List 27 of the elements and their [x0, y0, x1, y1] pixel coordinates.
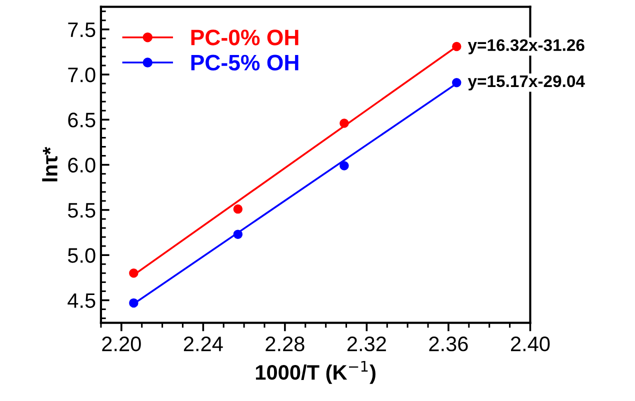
legend-label: PC-0% OH [191, 30, 298, 46]
y-tick-label: 5.0 [68, 248, 96, 263]
x-tick-label: 2.28 [266, 336, 304, 352]
y-tick-label: 4.5 [68, 293, 96, 308]
y-tick-label: 7.5 [68, 22, 96, 38]
annotation: y=16.32x-31.26 [468, 39, 584, 54]
x-axis-title: 1000/T (K$^{−1}$) [256, 360, 376, 384]
x-tick-label: 2.40 [511, 336, 550, 352]
x-tick-label: 2.20 [102, 336, 141, 352]
y-axis-title: lnτ* [42, 146, 58, 182]
x-tick-label: 2.36 [429, 336, 468, 352]
x-tick-label: 2.24 [184, 336, 223, 352]
point [233, 204, 243, 214]
point [340, 161, 349, 170]
y-tick-label: 7.0 [68, 68, 96, 82]
x-tick-label: 2.32 [347, 336, 386, 352]
point [452, 42, 462, 52]
point [452, 78, 462, 88]
point [233, 230, 243, 239]
point [129, 298, 138, 308]
y-tick-label: 6.5 [68, 112, 96, 128]
y-tick-label: 5.5 [68, 203, 96, 218]
point [340, 118, 349, 128]
y-tick-label: 6.0 [68, 158, 96, 173]
point [129, 268, 138, 278]
legend-label: PC-5% OH [191, 54, 298, 71]
annotation: y=15.17x-29.04 [468, 75, 585, 90]
